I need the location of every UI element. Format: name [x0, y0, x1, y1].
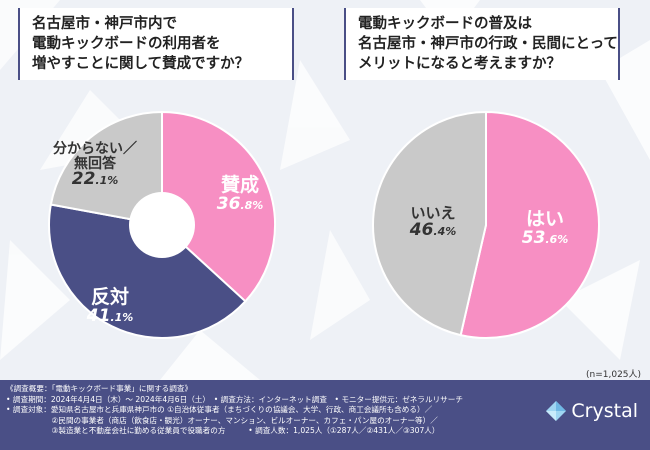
support-pie-slice-2 [49, 110, 163, 227]
label-unknown-line1: 分からない／ [53, 141, 137, 157]
label-yes: はい 53.6% [510, 208, 580, 248]
question-1-line: 増やすことに関して賛成ですか？ [32, 56, 250, 72]
logo-text: Crystal [571, 400, 638, 422]
label-no: いいえ 46.4% [398, 204, 468, 240]
question-2-line: 電動キックボードの普及は [358, 16, 532, 32]
diamond-logo-icon [546, 401, 567, 421]
footer-line: • 調査対象：愛知県名古屋市と兵庫県神戸市の ①自治体従事者（まちづくりの協議会… [6, 405, 433, 414]
label-oppose-text: 反対 [90, 286, 129, 308]
label-oppose-pct-int: 41 [86, 305, 111, 326]
question-1-line: 名古屋市・神戸市内で [32, 16, 177, 32]
label-oppose: 反対 41.1% [80, 286, 140, 326]
label-yes-pct-dec: .6% [545, 232, 569, 246]
label-oppose-pct-dec: .1% [110, 310, 134, 324]
label-support-pct-dec: .8% [240, 198, 264, 212]
question-2-box: 電動キックボードの普及は 名古屋市・神戸市の行政・民間にとって メリットになると… [344, 8, 620, 80]
label-no-pct-dec: .4% [433, 224, 457, 238]
label-unknown-pct-dec: .1% [95, 174, 119, 188]
support-pie-slice-1 [48, 203, 247, 339]
survey-summary-footer: 《調査概要：「電動キックボード事業」に関する調査》 • 調査期間：2024年4月… [0, 380, 650, 450]
label-yes-pct-int: 53 [521, 227, 546, 248]
label-support: 賛成 36.8% [210, 174, 270, 214]
footer-line: 《調査概要：「電動キックボード事業」に関する調査》 [6, 384, 193, 393]
label-support-pct-int: 36 [216, 193, 241, 214]
label-unknown: 分からない／ 無回答 22.1% [40, 142, 150, 189]
question-1-box: 名古屋市・神戸市内で 電動キックボードの利用者を 増やすことに関して賛成ですか？ [18, 8, 294, 80]
label-no-pct-int: 46 [409, 219, 434, 240]
footer-line: ③製造業と不動産会社に勤める従業員で役職者の方 • 調査人数：1,025人（①2… [6, 426, 440, 435]
label-no-text: いいえ [410, 204, 456, 222]
donut-chart-support [48, 110, 276, 339]
sample-size-note: (n=1,025人) [586, 370, 642, 380]
question-2-line: メリットになると考えますか？ [358, 56, 561, 72]
support-pie-slice-0 [161, 110, 276, 303]
footer-line: ②民間の事業者（商店（飲食店・観光）オーナー、マンション、ビルオーナー、カフェ・… [6, 415, 438, 425]
support-pie-hole [129, 192, 195, 258]
merit-pie-slice-0 [459, 110, 600, 339]
question-1-line: 電動キックボードの利用者を [32, 36, 221, 52]
footer-line: • 調査期間：2024年4月4日（木）～ 2024年4月6日（土） • 調査方法… [6, 394, 463, 404]
question-2-line: 名古屋市・神戸市の行政・民間にとって [358, 36, 618, 52]
label-support-text: 賛成 [220, 174, 259, 196]
label-unknown-line2: 無回答 [74, 155, 116, 172]
label-yes-text: はい [525, 208, 564, 230]
label-unknown-pct-int: 22 [71, 169, 96, 190]
crystal-logo: Crystal [545, 400, 638, 422]
merit-pie-slice-1 [372, 110, 487, 337]
pie-chart-merit [372, 110, 600, 339]
